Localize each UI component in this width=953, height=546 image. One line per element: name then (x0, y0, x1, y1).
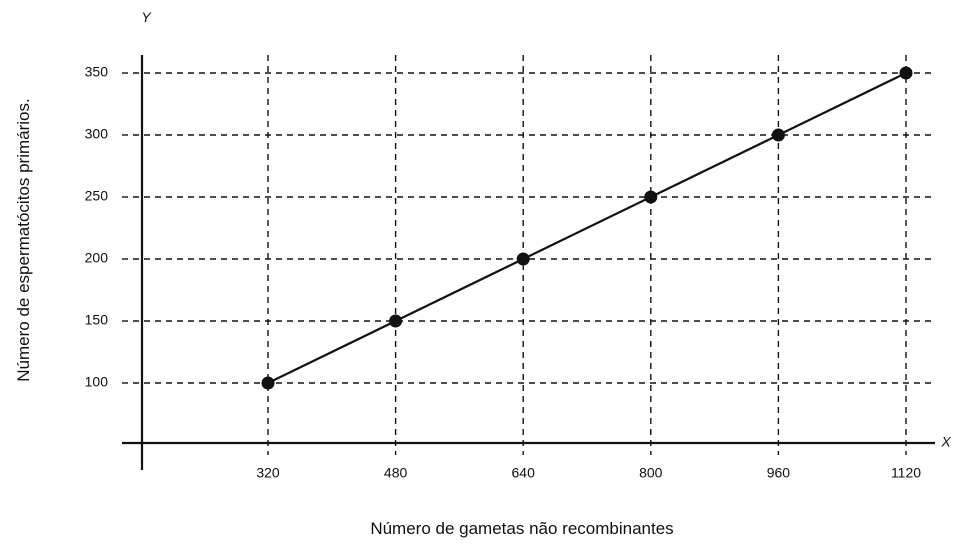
series-line (267, 72, 907, 384)
y-tick-labels: 100 150 200 250 300 350 (85, 64, 109, 390)
y-tick-label-150: 150 (85, 312, 109, 328)
x-tick-label-640: 640 (512, 465, 536, 481)
y-tick-label-200: 200 (85, 250, 109, 266)
y-axis-title: Número de espermatócitos primários. (14, 98, 33, 381)
x-tick-label-960: 960 (767, 465, 791, 481)
x-tick-label-800: 800 (639, 465, 663, 481)
data-point-480 (389, 314, 403, 328)
x-tick-label-1120: 1120 (891, 465, 921, 481)
data-point-800 (644, 190, 658, 204)
data-series (261, 66, 913, 390)
y-tick-label-300: 300 (85, 126, 109, 142)
data-point-640 (516, 252, 530, 266)
y-tick-label-350: 350 (85, 64, 109, 80)
data-point-960 (771, 128, 785, 142)
x-tick-label-320: 320 (256, 465, 280, 481)
y-tick-label-100: 100 (85, 374, 109, 390)
x-axis-letter: X (940, 434, 951, 450)
x-tick-label-480: 480 (384, 465, 408, 481)
grid-lines (122, 55, 935, 455)
x-axis-title: Número de gametas não recombinantes (370, 519, 673, 538)
data-point-320 (261, 376, 275, 390)
data-point-1120 (899, 66, 913, 80)
x-tick-labels: 320 480 640 800 960 1120 (256, 465, 921, 481)
y-tick-label-250: 250 (85, 188, 109, 204)
y-axis-letter: Y (141, 9, 152, 25)
